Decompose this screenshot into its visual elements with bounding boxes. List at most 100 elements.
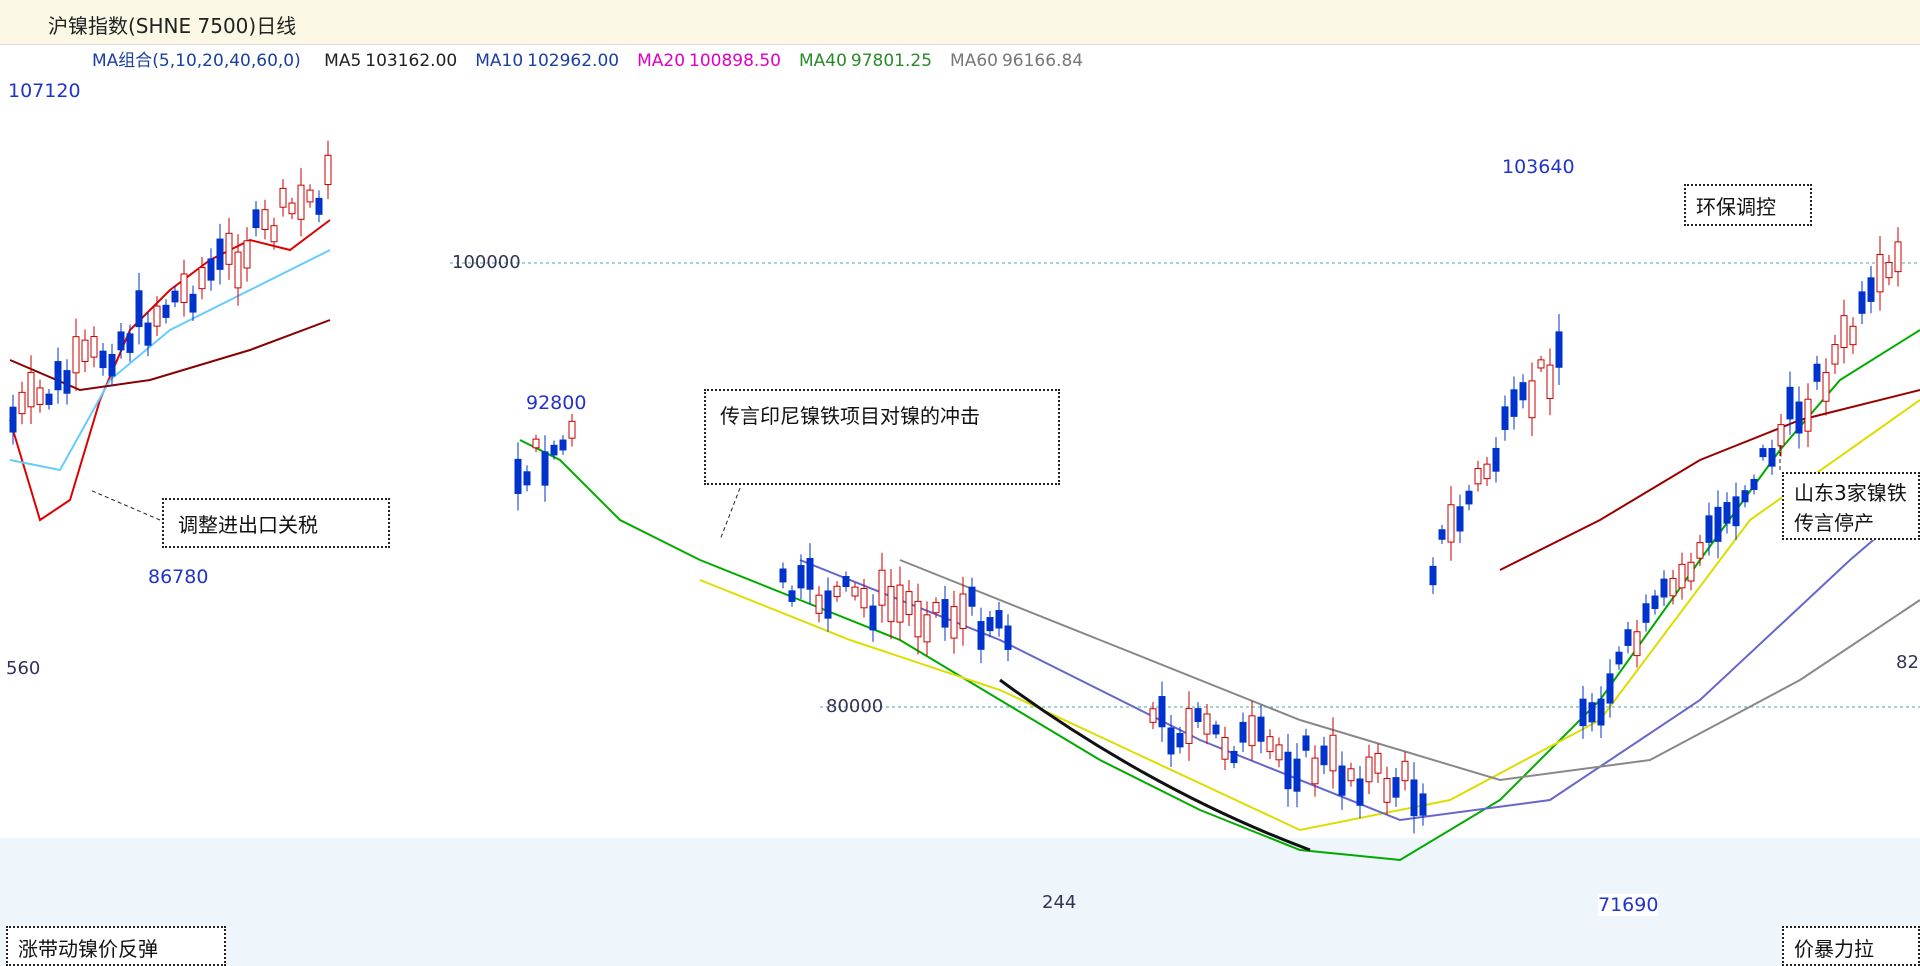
candle-body (1885, 261, 1893, 279)
candle-body (977, 621, 985, 650)
candle-body (1438, 529, 1446, 540)
candle-body (1723, 502, 1731, 524)
candle-body (797, 565, 805, 589)
candle-body (216, 238, 224, 270)
candle-body (815, 594, 823, 614)
candle-body (153, 305, 161, 327)
axis-label: 244 (1042, 892, 1077, 913)
candle-body (1786, 386, 1794, 420)
candle-body (1750, 478, 1758, 490)
candle-body (1320, 745, 1328, 766)
price-label: 103640 (1502, 156, 1575, 178)
candle-body (514, 458, 522, 494)
candle-body (198, 266, 206, 290)
candle-body (1705, 515, 1713, 543)
candle-body (1795, 401, 1803, 434)
candle-body (1510, 389, 1518, 417)
candle-body (950, 606, 958, 639)
candle-body (135, 290, 143, 328)
candle-body (568, 420, 576, 439)
candle-body (1579, 698, 1587, 727)
candle-body (99, 350, 107, 369)
candle-body (869, 605, 877, 631)
candle-body (288, 202, 296, 215)
candle-body (27, 371, 35, 408)
candle-body (1185, 708, 1193, 744)
candle-body (923, 614, 931, 643)
candle-body (851, 586, 859, 597)
candle-body (279, 187, 287, 208)
candle-body (1347, 768, 1355, 782)
candle-body (541, 451, 549, 486)
title-bar: 沪镍指数(SHNE 7500)日线 (0, 0, 1920, 45)
candle-body (1419, 793, 1427, 816)
candle-body (905, 591, 913, 616)
candle-body (1537, 359, 1545, 369)
axis-label: 80000 (826, 696, 884, 717)
legend-item: MA40 97801.25 (799, 51, 932, 71)
legend-item: MA20 100898.50 (637, 51, 781, 71)
price-label: 107120 (8, 80, 81, 102)
candle-body (968, 586, 976, 607)
annotation: 环保调控 (1684, 184, 1812, 226)
candle-body (1266, 736, 1274, 753)
candle-body (297, 184, 305, 220)
annotation: 传言印尼镍铁项目对镍的冲击 (704, 389, 1060, 485)
ma-line (9, 249, 331, 472)
candle-body (788, 590, 796, 602)
candle-body (270, 225, 278, 243)
candle-body (108, 353, 116, 377)
ma-legend: MA组合(5,10,20,40,60,0) MA5 103162.00 MA10 10… (92, 46, 1101, 71)
legend-item: MA10 102962.00 (475, 51, 619, 71)
candle-body (887, 585, 895, 623)
candle-body (1158, 696, 1166, 728)
candle-body (207, 258, 215, 281)
candle-body (1149, 708, 1157, 723)
candle-body (1840, 315, 1848, 349)
candle-body (1831, 344, 1839, 365)
candle-body (860, 587, 868, 609)
candle-body (995, 610, 1003, 629)
candle-body (1696, 542, 1704, 559)
axis-label: 560 (6, 658, 41, 679)
candle-body (1257, 716, 1265, 742)
candle-body (833, 585, 841, 598)
candle-body (878, 569, 886, 606)
ma-line (799, 499, 1920, 822)
trend-line (999, 678, 1311, 852)
candle-body (1867, 277, 1875, 302)
axis-label: 82 (1896, 652, 1919, 673)
candle-body (63, 370, 71, 394)
annotation: 调整进出口关税 (162, 498, 390, 548)
candle-body (1338, 765, 1346, 796)
candle-body (914, 600, 922, 638)
candle-body (1456, 506, 1464, 532)
window-title: 沪镍指数(SHNE 7500)日线 (48, 14, 297, 38)
candle-body (779, 568, 787, 583)
candle-body (824, 590, 832, 619)
annotation: 涨带动镍价反弹 (6, 926, 226, 966)
candle-body (171, 290, 179, 303)
annotation: 山东3家镍铁传言停产 (1782, 472, 1920, 540)
candle-body (225, 232, 233, 265)
candle-body (1633, 631, 1641, 657)
candle-body (36, 387, 44, 405)
candle-body (1555, 331, 1563, 368)
candle-body (1483, 463, 1491, 480)
candle-body (1248, 715, 1256, 747)
candle-body (559, 439, 567, 451)
candle-body (1651, 595, 1659, 609)
candle-body (1203, 713, 1211, 735)
candle-body (1275, 744, 1283, 761)
callout-line (719, 487, 741, 541)
legend-name: MA60 (950, 51, 998, 71)
candle-body (1429, 565, 1437, 586)
candle-body (1714, 506, 1722, 542)
candle-body (1230, 750, 1238, 764)
candle-body (1597, 698, 1605, 726)
candle-body (261, 209, 269, 231)
candle-body (932, 601, 940, 614)
ma-line (699, 399, 1920, 832)
candle-body (532, 438, 540, 449)
